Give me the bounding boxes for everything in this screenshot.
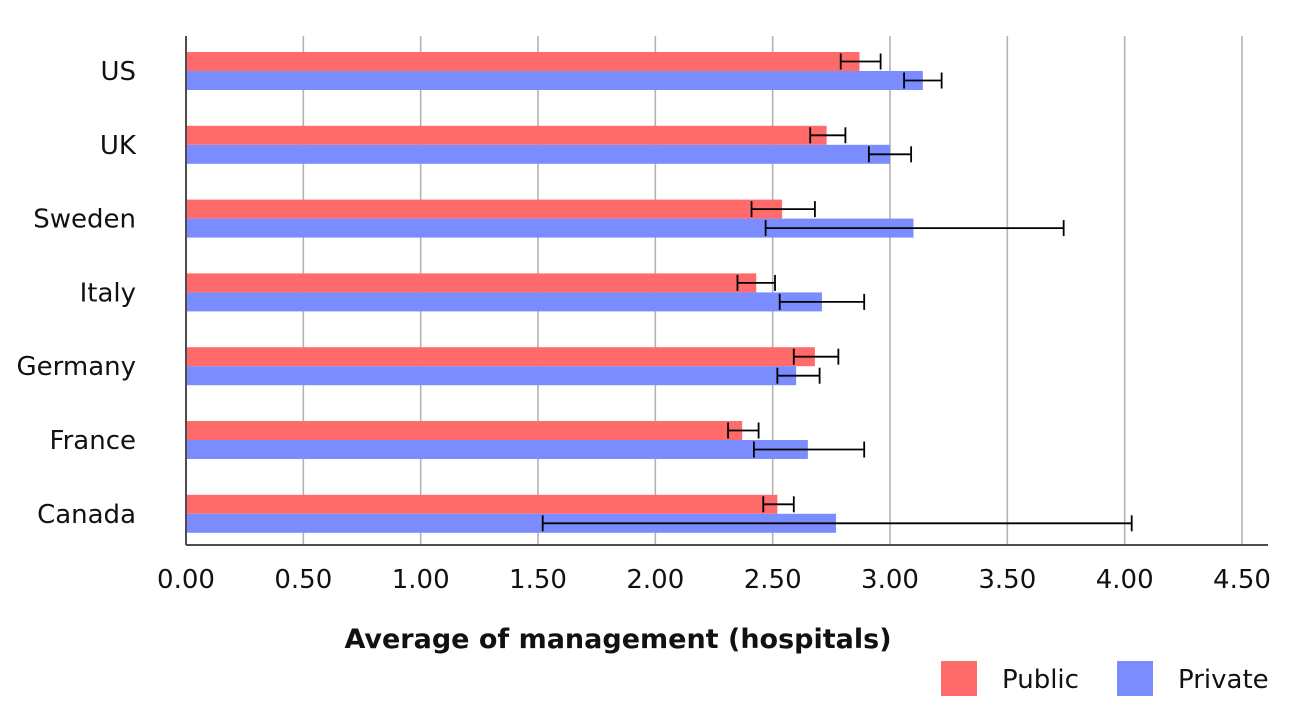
category-label: France <box>50 426 136 456</box>
error-bar-private-germany <box>776 367 821 384</box>
legend: Public Private <box>941 661 1269 696</box>
legend-swatch <box>1117 661 1153 696</box>
error-bar-public-canada <box>762 496 795 513</box>
bar-private-sweden <box>186 218 914 238</box>
bar-public-germany <box>186 347 815 367</box>
bar-public-france <box>186 421 743 440</box>
error-bar-public-italy <box>736 274 776 291</box>
bar-public-us <box>186 52 860 71</box>
legend-swatch <box>941 661 977 696</box>
gridlines <box>302 36 1243 545</box>
x-tick-label: 4.50 <box>1213 565 1271 595</box>
category-labels: US UK Sweden Italy Germany France Canada <box>16 57 136 530</box>
bar-private-italy <box>186 292 822 312</box>
bar-private-germany <box>186 366 797 386</box>
bar-private-france <box>186 440 808 459</box>
category-label: Canada <box>37 500 136 530</box>
x-tick-label: 3.50 <box>978 565 1036 595</box>
x-tick-label: 1.00 <box>392 565 450 595</box>
error-bar-public-us <box>839 53 882 70</box>
bar-public-italy <box>186 273 757 293</box>
error-bar-private-sweden <box>764 220 1065 237</box>
error-bar-public-sweden <box>750 201 816 218</box>
bar-private-us <box>186 71 923 90</box>
error-bar-public-uk <box>809 127 847 144</box>
legend-label: Private <box>1178 665 1269 695</box>
category-label: Germany <box>16 352 136 382</box>
bar-private-canada <box>186 513 837 533</box>
category-label: US <box>100 57 136 87</box>
category-label: Italy <box>80 278 136 308</box>
error-bar-private-uk <box>867 146 913 163</box>
x-tick-label: 0.50 <box>274 565 332 595</box>
error-bars <box>541 53 1133 532</box>
error-bar-private-us <box>903 72 943 89</box>
bars <box>186 52 923 533</box>
error-bar-private-italy <box>778 293 866 310</box>
bar-public-uk <box>186 125 827 145</box>
tick-labels: 0.00 0.50 1.00 1.50 2.00 2.50 3.00 3.50 4.00 4.50 <box>157 565 1271 595</box>
error-bar-public-germany <box>792 348 840 365</box>
x-tick-label: 2.50 <box>744 565 802 595</box>
x-tick-label: 3.00 <box>861 565 919 595</box>
x-tick-label: 4.00 <box>1096 565 1154 595</box>
bar-public-canada <box>186 494 778 514</box>
legend-item-private: Private <box>1117 661 1269 696</box>
bar-private-uk <box>186 144 890 164</box>
error-bar-private-canada <box>541 515 1133 532</box>
x-tick-label: 1.50 <box>509 565 567 595</box>
legend-item-public: Public <box>941 661 1079 696</box>
bar-public-sweden <box>186 199 783 219</box>
category-label: Sweden <box>33 205 136 235</box>
error-bar-private-france <box>752 441 866 458</box>
axes <box>185 36 1268 546</box>
legend-label: Public <box>1002 665 1079 695</box>
x-axis-title: Average of management (hospitals) <box>344 624 891 655</box>
error-bar-public-france <box>727 422 760 439</box>
x-tick-label: 2.00 <box>626 565 684 595</box>
category-label: UK <box>100 131 137 161</box>
x-tick-label: 0.00 <box>157 565 215 595</box>
